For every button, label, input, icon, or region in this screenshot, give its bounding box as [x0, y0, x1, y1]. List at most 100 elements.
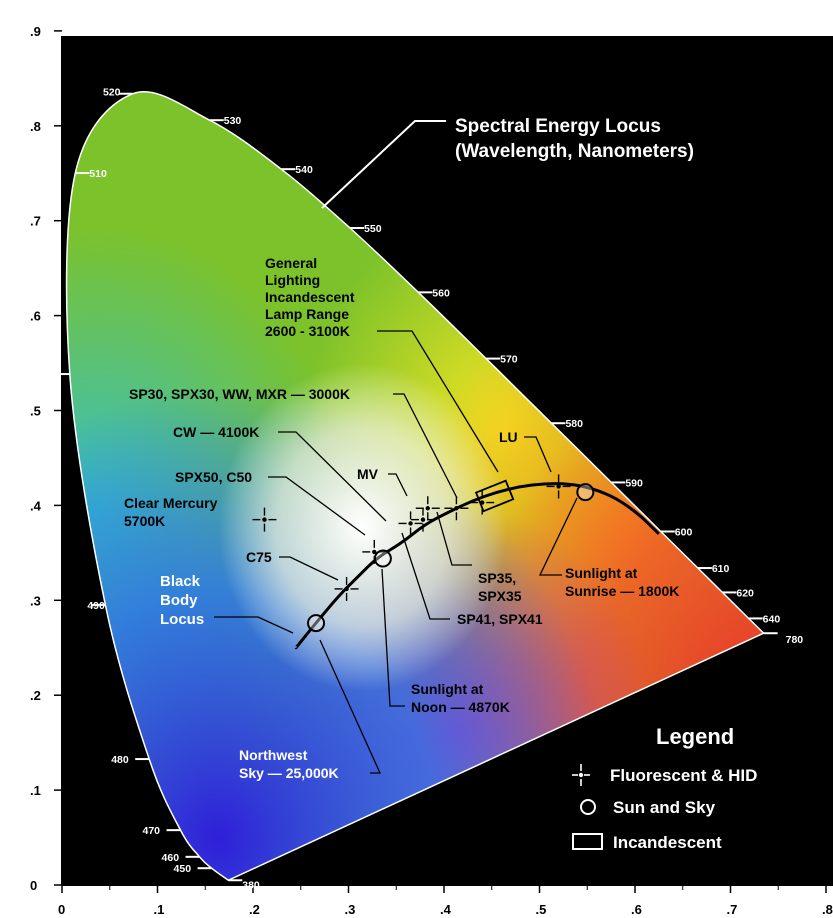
- incandescent-marker-group: [474, 479, 515, 513]
- x-tick-label: .8: [822, 902, 833, 917]
- fluorescent-marker-dot: [420, 517, 426, 522]
- leader-sunrise: [538, 497, 578, 576]
- wavelength-label: 570: [500, 354, 518, 366]
- wavelength-label: 640: [763, 613, 781, 625]
- bb-locus-label-1: Black: [160, 573, 201, 590]
- fluorescent-marker: [410, 507, 435, 532]
- wavelength-label: 580: [565, 418, 583, 430]
- y-tick-label: .6: [30, 309, 41, 324]
- leader-sp30: [393, 393, 458, 499]
- y-tick-label: .8: [30, 119, 41, 134]
- fluorescent-marker: [546, 474, 571, 499]
- fluorescent-marker-dot: [408, 521, 413, 526]
- y-tick-label: .7: [30, 214, 41, 229]
- fluorescent-marker: [252, 507, 277, 532]
- annotations: General Lighting Incandescent Lamp Range…: [124, 255, 679, 781]
- general-lighting-label-3: Incandescent: [265, 289, 355, 305]
- noon-label-1: Sunlight at: [411, 681, 484, 697]
- x-tick-label: .4: [440, 902, 452, 917]
- leader-spx50: [268, 476, 366, 536]
- wavelength-label: 380: [242, 879, 260, 891]
- wavelength-label: 600: [675, 526, 693, 538]
- locus-title: Spectral Energy Locus (Wavelength, Nanom…: [321, 116, 694, 209]
- fluorescent-marker: [334, 576, 359, 601]
- locus-title-line1: Spectral Energy Locus: [455, 116, 661, 137]
- y-tick-label: .1: [30, 783, 41, 798]
- sun-sky-marker: [307, 614, 326, 633]
- x-tick-label: .2: [249, 902, 260, 917]
- wavelength-label: 610: [712, 563, 730, 575]
- wavelength-label: 510: [89, 168, 107, 180]
- northwest-label-1: Northwest: [239, 747, 308, 763]
- sunrise-label-2: Sunrise — 1800K: [565, 583, 679, 599]
- legend-item-fluorescent: Fluorescent & HID: [610, 766, 757, 785]
- wavelength-label: 530: [224, 115, 242, 127]
- leader-mv: [388, 473, 408, 497]
- x-axis-ticks: 0 .1 .2 .3 .4 .5 .6 .7 .8: [58, 36, 833, 917]
- y-tick-label: .5: [30, 404, 41, 419]
- sp30-label: SP30, SPX30, WW, MXR — 3000K: [129, 386, 350, 402]
- sp35-label-1: SP35,: [478, 570, 516, 586]
- noon-label-2: Noon — 4870K: [411, 699, 510, 715]
- legend-incandescent-symbol: [572, 833, 603, 850]
- sun-sky-marker: [576, 483, 595, 502]
- data-markers: [252, 474, 595, 633]
- x-tick-label: 0: [58, 902, 65, 917]
- leader-c75: [279, 556, 339, 581]
- legend: Legend Fluorescent & HID Sun and Sky Inc…: [572, 724, 757, 852]
- y-tick-label: .3: [30, 593, 41, 608]
- c75-label: C75: [246, 549, 272, 565]
- bb-locus-label-3: Locus: [160, 611, 204, 628]
- clear-mercury-label-2: 5700K: [124, 513, 165, 529]
- wavelength-label: 780: [786, 634, 804, 646]
- legend-title: Legend: [656, 724, 734, 749]
- leader-sp35: [436, 511, 472, 566]
- y-tick-label: .4: [30, 498, 42, 513]
- x-tick-label: .1: [154, 902, 165, 917]
- legend-fluorescent-symbol: [572, 764, 590, 786]
- mv-label: MV: [357, 466, 379, 482]
- fluorescent-marker: [470, 490, 495, 515]
- legend-sun-symbol: [580, 799, 596, 815]
- spx50-label: SPX50, C50: [175, 469, 252, 485]
- wavelength-label: 490: [87, 600, 105, 612]
- general-lighting-label-2: Lighting: [265, 272, 320, 288]
- fluorescent-marker-dot: [372, 549, 377, 555]
- x-tick-label: .5: [536, 902, 547, 917]
- leader-sp41: [401, 532, 450, 620]
- general-lighting-label-1: General: [265, 255, 317, 271]
- sunrise-label-1: Sunlight at: [565, 565, 638, 581]
- wavelength-label: 470: [143, 825, 161, 837]
- wavelength-label: 480: [111, 754, 129, 766]
- sp35-label-2: SPX35: [478, 588, 522, 604]
- wavelength-label: 450: [174, 863, 192, 875]
- leader-general-lighting: [377, 330, 499, 473]
- fluorescent-marker-dot: [262, 517, 267, 522]
- leader-bb-locus: [214, 616, 294, 634]
- axes: [61, 36, 833, 886]
- x-tick-label: .7: [727, 902, 738, 917]
- y-tick-label: .2: [30, 688, 41, 703]
- leader-noon: [381, 568, 405, 707]
- wavelength-label: 560: [432, 287, 450, 299]
- locus-title-line2: (Wavelength, Nanometers): [455, 141, 694, 162]
- wavelength-label: 620: [736, 587, 754, 599]
- wavelength-label: 460: [162, 852, 180, 864]
- leader-cw: [278, 431, 387, 522]
- lu-label: LU: [499, 429, 518, 445]
- wavelength-label: 540: [295, 164, 313, 176]
- sp41-label: SP41, SPX41: [457, 611, 543, 627]
- incandescent-marker: [474, 479, 515, 513]
- legend-item-sun: Sun and Sky: [613, 798, 716, 817]
- locus-title-leader: [321, 120, 446, 209]
- fluorescent-marker: [444, 496, 469, 521]
- fluorescent-marker: [398, 511, 423, 536]
- x-tick-label: .6: [631, 902, 642, 917]
- general-lighting-label-4: Lamp Range: [265, 306, 349, 322]
- y-tick-label: .9: [30, 24, 41, 39]
- leader-northwest: [319, 639, 382, 774]
- fluorescent-marker-dot: [454, 506, 459, 511]
- annotation-leaders: [214, 330, 578, 774]
- x-tick-label: .3: [345, 902, 356, 917]
